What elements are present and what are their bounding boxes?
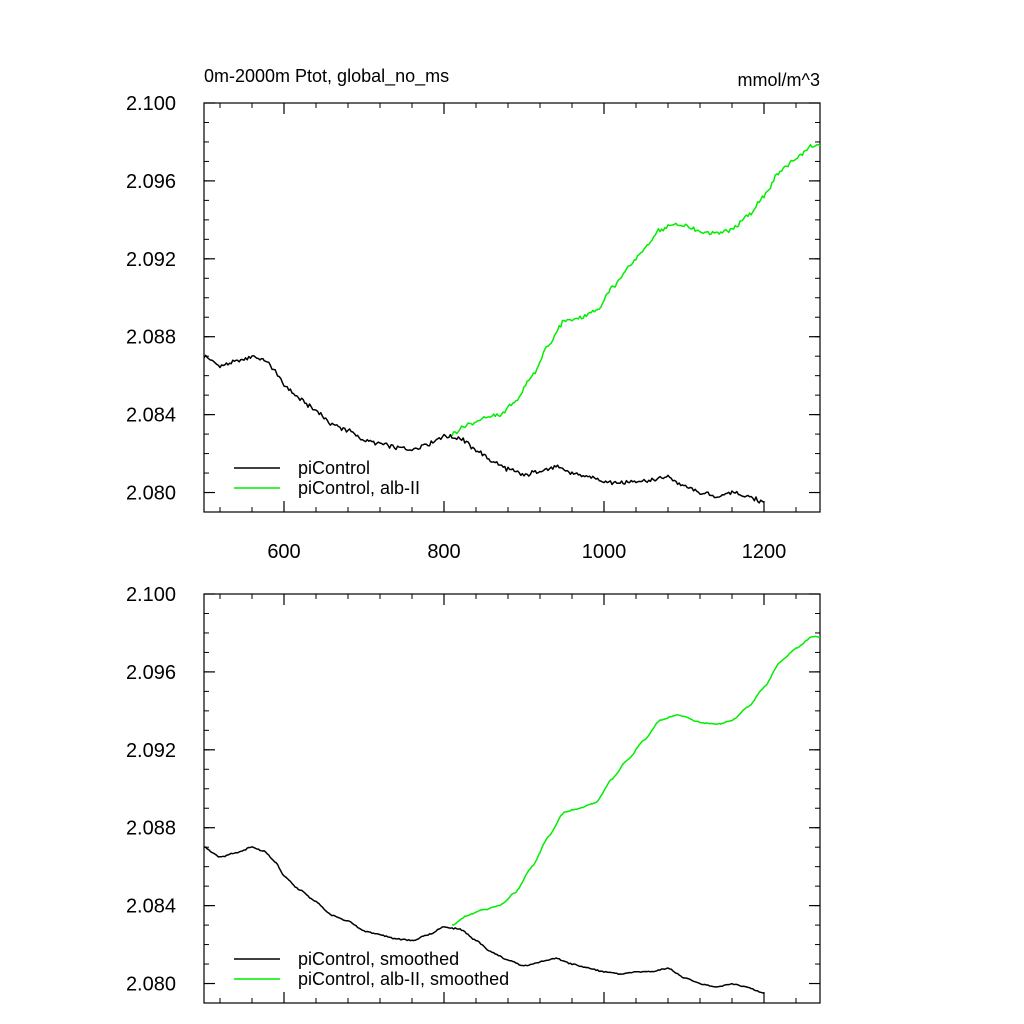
y-tick-label: 2.092 <box>126 249 176 271</box>
legend-label: piControl, alb-II, smoothed <box>298 969 509 989</box>
y-tick-label: 2.084 <box>126 405 176 427</box>
y-tick-label: 2.084 <box>126 896 176 918</box>
x-tick-label: 1000 <box>582 541 627 563</box>
legend-label: piControl, alb-II <box>298 478 420 498</box>
units-label: mmol/m^3 <box>738 70 820 90</box>
y-tick-label: 2.100 <box>126 93 176 115</box>
legend-label: piControl, smoothed <box>298 949 459 969</box>
plot-frame <box>203 593 821 1004</box>
x-tick-label: 800 <box>427 541 460 563</box>
y-tick-label: 2.092 <box>126 740 176 762</box>
chart-title: 0m-2000m Ptot, global_no_ms <box>204 66 449 87</box>
y-tick-label: 2.096 <box>126 662 176 684</box>
x-tick-label: 1200 <box>742 541 787 563</box>
series-line-0 <box>203 846 765 995</box>
y-tick-label: 2.096 <box>126 171 176 193</box>
series-line-1 <box>451 635 821 926</box>
top-panel: 0m-2000m Ptot, global_no_ms mmol/m^3 2.0… <box>126 66 821 563</box>
series-line-1 <box>451 143 821 437</box>
plot-frame <box>203 102 821 513</box>
y-tick-label: 2.088 <box>126 327 176 349</box>
y-tick-label: 2.100 <box>126 584 176 606</box>
bottom-panel: 2.080 2.084 2.088 2.092 2.096 2.100 piControl,… <box>126 584 821 1004</box>
y-tick-label: 2.080 <box>126 483 176 505</box>
x-tick-label: 600 <box>267 541 300 563</box>
y-tick-label: 2.080 <box>126 974 176 996</box>
y-tick-label: 2.088 <box>126 818 176 840</box>
series-line-0 <box>203 354 765 504</box>
legend-label: piControl <box>298 458 370 478</box>
